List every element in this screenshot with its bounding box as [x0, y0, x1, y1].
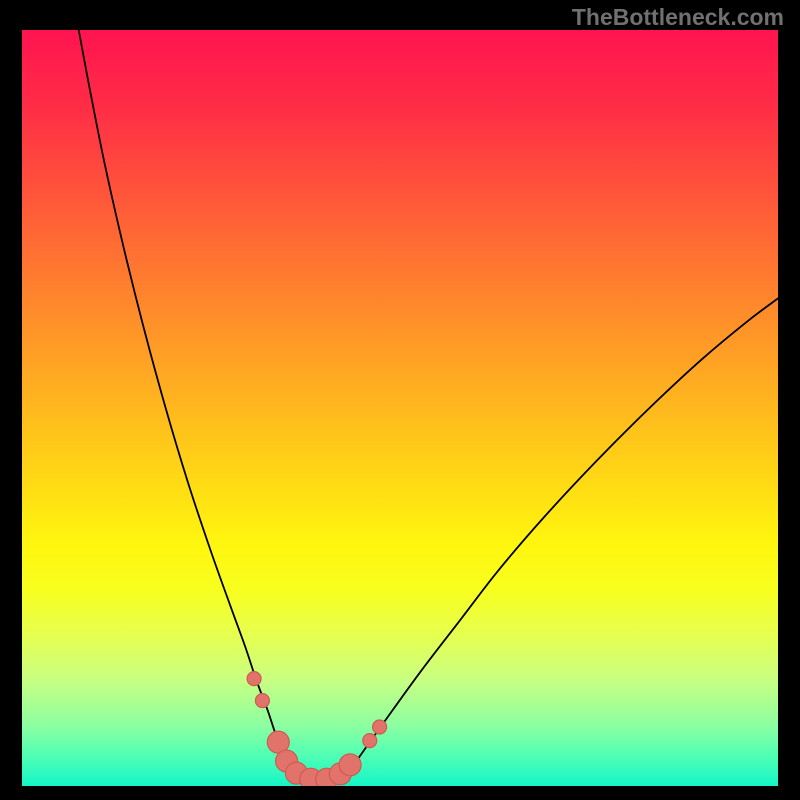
plot-area [22, 30, 778, 786]
marker-9 [363, 734, 377, 748]
marker-1 [255, 694, 269, 708]
marker-8 [339, 754, 361, 776]
gradient-background [22, 30, 778, 786]
marker-10 [373, 720, 387, 734]
marker-0 [247, 672, 261, 686]
watermark-text: TheBottleneck.com [572, 4, 784, 31]
